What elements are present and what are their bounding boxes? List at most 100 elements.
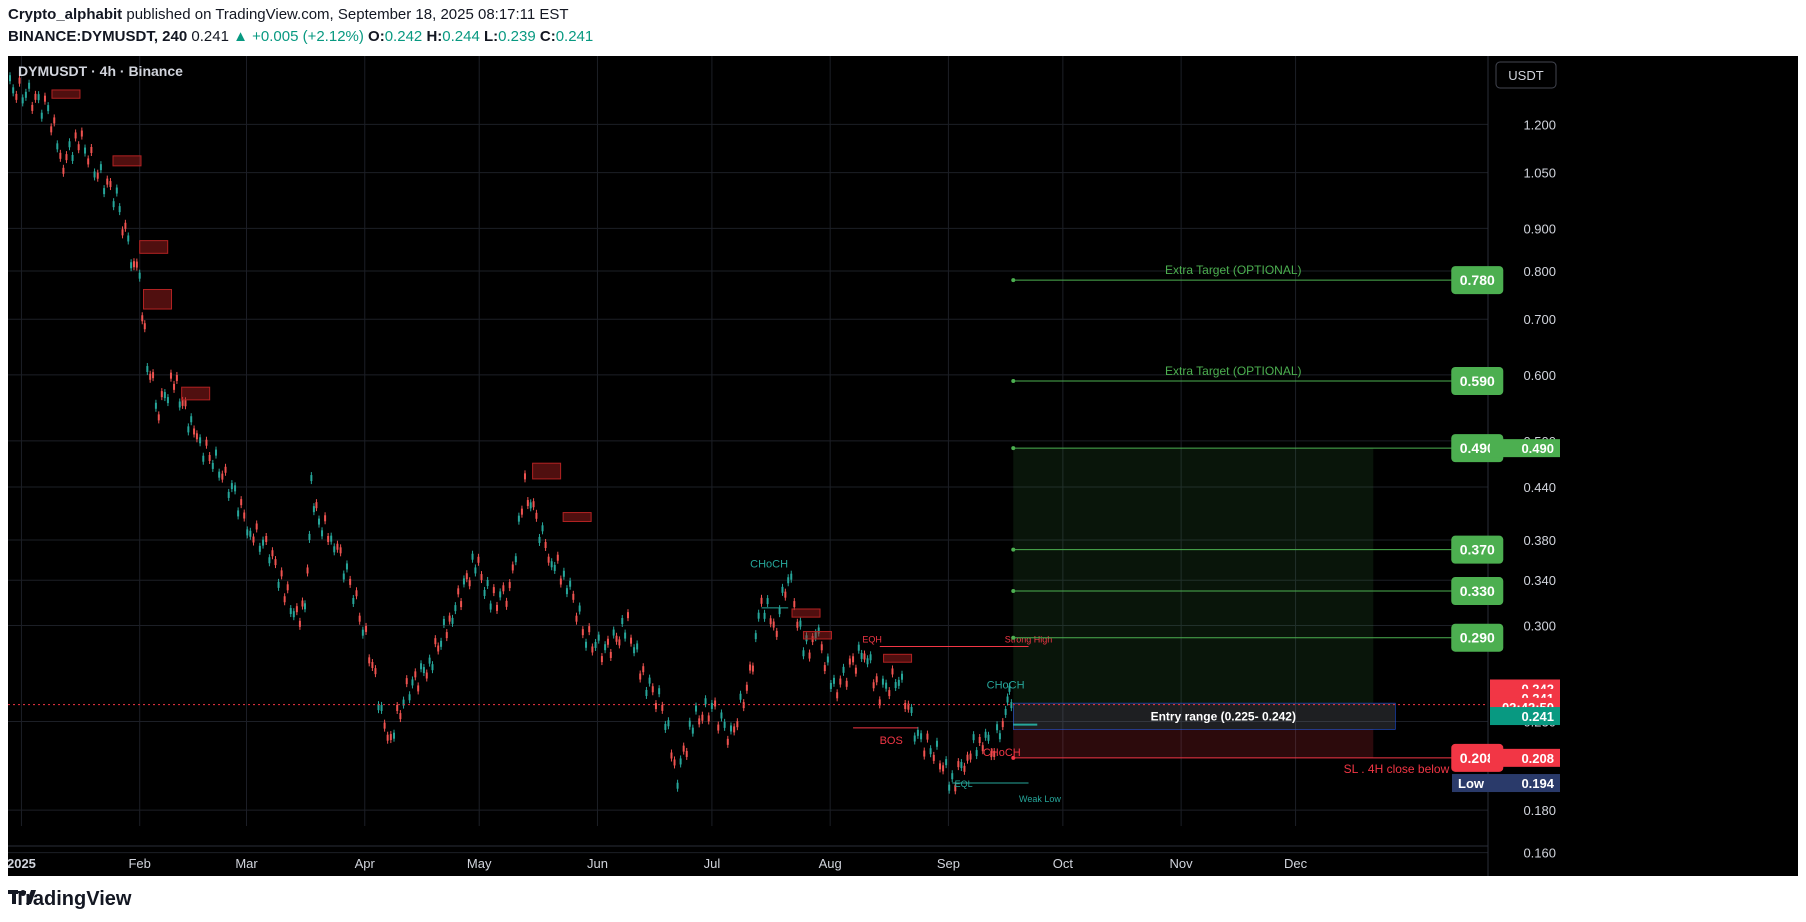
candle-body: [698, 718, 701, 725]
target-level-badge: [1451, 367, 1504, 396]
candle-body: [292, 611, 295, 618]
up-arrow-icon: ▲: [233, 28, 248, 45]
candle-body: [972, 734, 975, 741]
candle-body: [277, 581, 280, 588]
y-tick-label: 0.180: [1523, 803, 1556, 818]
candle-body: [358, 615, 361, 622]
candle-body: [913, 735, 916, 742]
candle-body: [234, 485, 237, 492]
target-level-caption: Extra Target (OPTIONAL): [1165, 364, 1301, 378]
candle-body: [106, 178, 109, 185]
candle-body: [857, 644, 860, 651]
candle-body: [160, 391, 163, 398]
candle-body: [499, 591, 502, 598]
target-level-dot: [1011, 755, 1016, 760]
candle-body: [559, 578, 562, 585]
target-level-value: 0.290: [1460, 630, 1495, 646]
currency-button[interactable]: [1495, 61, 1557, 89]
candle-body: [169, 372, 172, 379]
high-label: H:: [426, 28, 443, 45]
candle-body: [772, 621, 775, 628]
candle-body: [606, 638, 609, 645]
candle-body: [685, 750, 688, 757]
candle-body: [654, 703, 657, 710]
candle-body: [869, 654, 872, 661]
candle-body: [414, 671, 417, 678]
x-tick-label: Nov: [1170, 856, 1194, 871]
order-block: [112, 155, 142, 167]
x-tick-label: Sep: [937, 856, 960, 871]
candle-body: [127, 235, 130, 242]
candle-body: [829, 682, 832, 689]
y-tick-label: 0.600: [1523, 368, 1556, 383]
candle-body: [939, 763, 942, 770]
candle-body: [960, 762, 963, 769]
candle-body: [575, 615, 578, 622]
candle-body: [642, 666, 645, 673]
candle-body: [474, 567, 477, 574]
candle-body: [612, 629, 615, 636]
candle-body: [268, 557, 271, 564]
candle-body: [408, 694, 411, 701]
candle-body: [604, 644, 607, 651]
candle-body: [723, 721, 726, 728]
candle-body: [1001, 721, 1004, 728]
candle-body: [805, 635, 808, 642]
footer-brand: TradingView: [8, 888, 131, 911]
close-value: 0.241: [555, 28, 594, 45]
candle-body: [178, 401, 181, 408]
candle-body: [431, 664, 434, 671]
x-tick-label: Apr: [355, 856, 376, 871]
candle-body: [651, 686, 654, 693]
candle-body: [21, 97, 24, 104]
candle-body: [682, 745, 685, 752]
order-block: [143, 288, 173, 310]
candle-body: [872, 682, 875, 689]
target-zone: [1013, 448, 1374, 704]
candle-body: [135, 261, 138, 268]
candle-body: [691, 727, 694, 734]
candle-body: [193, 428, 196, 435]
candle-body: [514, 556, 517, 563]
candle-body: [781, 586, 784, 593]
candle-body: [710, 702, 713, 709]
y-tick-label: 1.050: [1523, 166, 1556, 181]
target-level-caption: Extra Target (OPTIONAL): [1165, 263, 1301, 277]
target-level-dot: [1011, 446, 1016, 451]
open-label: O:: [368, 28, 385, 45]
candle-body: [399, 713, 402, 720]
candle-body: [405, 678, 408, 685]
candle-body: [152, 372, 155, 379]
candle-body: [368, 657, 371, 664]
candle-body: [993, 750, 996, 757]
price-chart[interactable]: 1.2001.0500.9000.8000.7000.6000.5000.440…: [8, 56, 1798, 876]
candle-body: [330, 535, 333, 542]
entry-range-label: Entry range (0.225- 0.242): [1151, 709, 1296, 723]
candle-body: [480, 574, 483, 581]
y-tick-label: 0.900: [1523, 221, 1556, 236]
candle-body: [237, 510, 240, 517]
target-level-caption: SL . 4H close below: [1344, 762, 1450, 776]
candle-body: [262, 539, 265, 546]
candle-body: [124, 222, 127, 229]
candle-body: [511, 564, 514, 571]
candle-body: [187, 426, 190, 433]
author-name[interactable]: Crypto_alphabit: [8, 6, 123, 23]
candle-body: [9, 75, 11, 82]
brand-name: TradingView: [14, 888, 132, 910]
candle-body: [317, 518, 320, 525]
candle-body: [315, 502, 318, 509]
candle-body: [569, 580, 572, 587]
candle-body: [115, 187, 118, 194]
target-level-value: 0.208: [1460, 750, 1495, 766]
target-level-badge: [1451, 577, 1504, 606]
candle-body: [321, 530, 324, 537]
candle-body: [975, 750, 978, 757]
candle-body: [881, 678, 884, 685]
candle-body: [901, 673, 904, 680]
candle-body: [845, 680, 848, 687]
candle-body: [907, 703, 910, 710]
chart-panel[interactable]: 1.2001.0500.9000.8000.7000.6000.5000.440…: [8, 56, 1798, 876]
candle-body: [454, 605, 457, 612]
candle-body: [377, 704, 380, 711]
